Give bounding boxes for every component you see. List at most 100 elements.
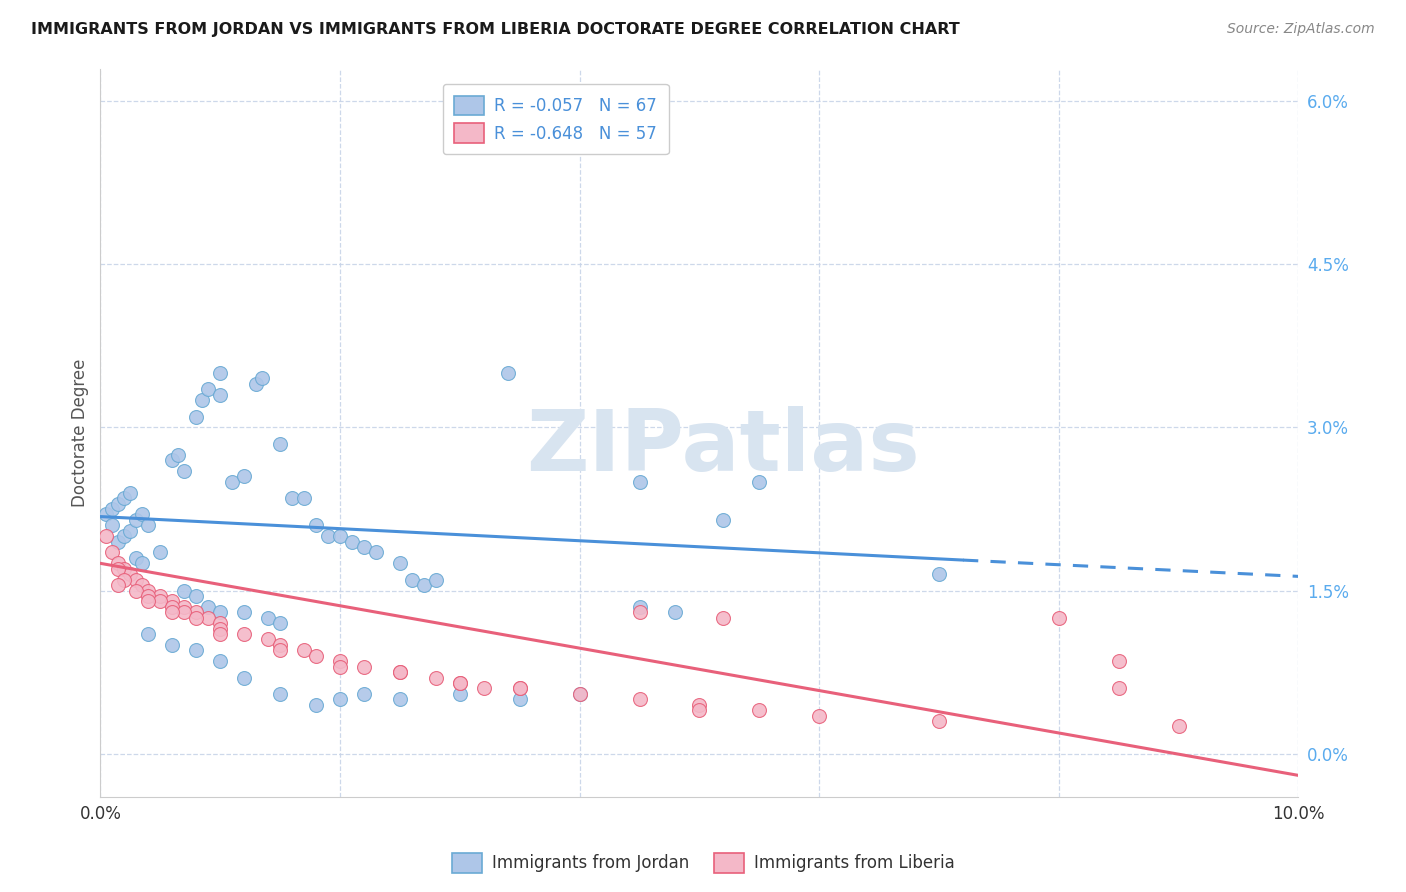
Point — [292, 643, 315, 657]
Point — [136, 518, 159, 533]
Point — [162, 638, 184, 652]
Point — [186, 409, 208, 424]
Point — [1108, 654, 1130, 668]
Point — [928, 567, 950, 582]
Point — [209, 605, 232, 619]
Point — [186, 610, 208, 624]
Point — [120, 524, 142, 538]
Point — [209, 388, 232, 402]
Point — [136, 589, 159, 603]
Point — [401, 573, 423, 587]
Point — [1167, 719, 1189, 733]
Point — [281, 491, 304, 505]
Point — [149, 589, 172, 603]
Point — [112, 529, 135, 543]
Point — [269, 616, 291, 631]
Point — [353, 540, 375, 554]
Point — [1108, 681, 1130, 696]
Point — [329, 692, 352, 706]
Point — [568, 687, 591, 701]
Point — [173, 583, 195, 598]
Point — [316, 529, 339, 543]
Point — [269, 643, 291, 657]
Point — [748, 475, 770, 489]
Text: ZIPatlas: ZIPatlas — [526, 406, 921, 489]
Point — [233, 605, 256, 619]
Point — [257, 632, 280, 647]
Point — [269, 687, 291, 701]
Text: Source: ZipAtlas.com: Source: ZipAtlas.com — [1227, 22, 1375, 37]
Point — [136, 627, 159, 641]
Point — [107, 496, 129, 510]
Point — [425, 671, 447, 685]
Point — [101, 502, 124, 516]
Point — [340, 534, 363, 549]
Point — [509, 692, 531, 706]
Point — [191, 393, 214, 408]
Point — [509, 681, 531, 696]
Point — [449, 676, 471, 690]
Point — [808, 708, 831, 723]
Point — [107, 534, 129, 549]
Point — [125, 583, 148, 598]
Point — [197, 610, 219, 624]
Point — [149, 594, 172, 608]
Point — [131, 557, 153, 571]
Text: IMMIGRANTS FROM JORDAN VS IMMIGRANTS FROM LIBERIA DOCTORATE DEGREE CORRELATION C: IMMIGRANTS FROM JORDAN VS IMMIGRANTS FRO… — [31, 22, 960, 37]
Point — [120, 567, 142, 582]
Point — [162, 594, 184, 608]
Point — [107, 557, 129, 571]
Point — [628, 599, 651, 614]
Point — [209, 366, 232, 380]
Point — [250, 371, 273, 385]
Point — [664, 605, 686, 619]
Point — [233, 627, 256, 641]
Point — [107, 562, 129, 576]
Point — [131, 578, 153, 592]
Point — [221, 475, 243, 489]
Point — [112, 562, 135, 576]
Point — [688, 698, 710, 712]
Point — [96, 508, 118, 522]
Point — [292, 491, 315, 505]
Point — [162, 605, 184, 619]
Point — [125, 573, 148, 587]
Point — [101, 518, 124, 533]
Point — [131, 508, 153, 522]
Point — [412, 578, 434, 592]
Point — [173, 464, 195, 478]
Point — [136, 594, 159, 608]
Point — [928, 714, 950, 728]
Point — [305, 648, 328, 663]
Point — [305, 698, 328, 712]
Legend: R = -0.057   N = 67, R = -0.648   N = 57: R = -0.057 N = 67, R = -0.648 N = 57 — [443, 84, 669, 154]
Point — [472, 681, 495, 696]
Point — [388, 665, 411, 679]
Point — [233, 469, 256, 483]
Point — [688, 703, 710, 717]
Point — [353, 659, 375, 673]
Point — [149, 545, 172, 559]
Point — [167, 448, 190, 462]
Point — [112, 573, 135, 587]
Point — [186, 605, 208, 619]
Point — [186, 589, 208, 603]
Point — [112, 491, 135, 505]
Point — [628, 475, 651, 489]
Point — [509, 681, 531, 696]
Point — [197, 382, 219, 396]
Point — [269, 638, 291, 652]
Point — [162, 599, 184, 614]
Point — [173, 599, 195, 614]
Point — [257, 610, 280, 624]
Point — [496, 366, 519, 380]
Point — [269, 436, 291, 450]
Point — [186, 643, 208, 657]
Point — [628, 692, 651, 706]
Point — [125, 513, 148, 527]
Point — [353, 687, 375, 701]
Point — [329, 659, 352, 673]
Point — [1047, 610, 1070, 624]
Y-axis label: Doctorate Degree: Doctorate Degree — [72, 359, 89, 507]
Point — [197, 599, 219, 614]
